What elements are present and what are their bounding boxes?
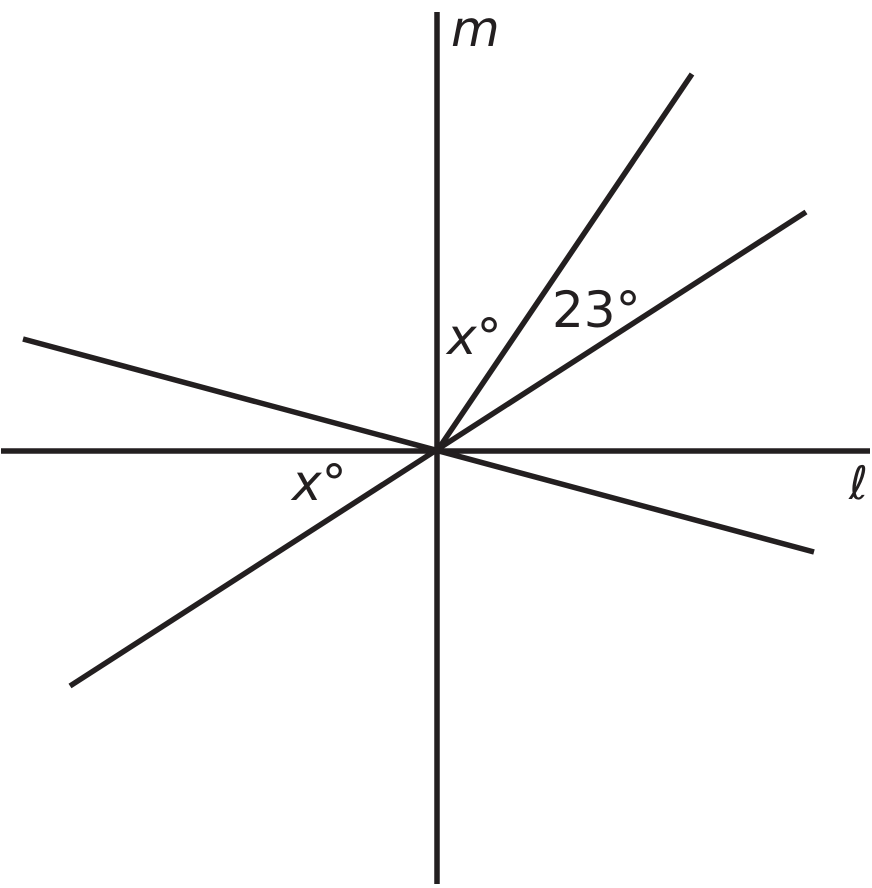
line-m-label: m (451, 0, 500, 58)
line-l-label: ℓ (848, 456, 868, 510)
descending-line (22, 336, 815, 555)
angle-x-upper-label: x° (445, 308, 502, 366)
steep-ray (434, 72, 695, 453)
angle-23-label: 23° (552, 281, 641, 339)
angle-x-lower-label: x° (290, 454, 347, 512)
